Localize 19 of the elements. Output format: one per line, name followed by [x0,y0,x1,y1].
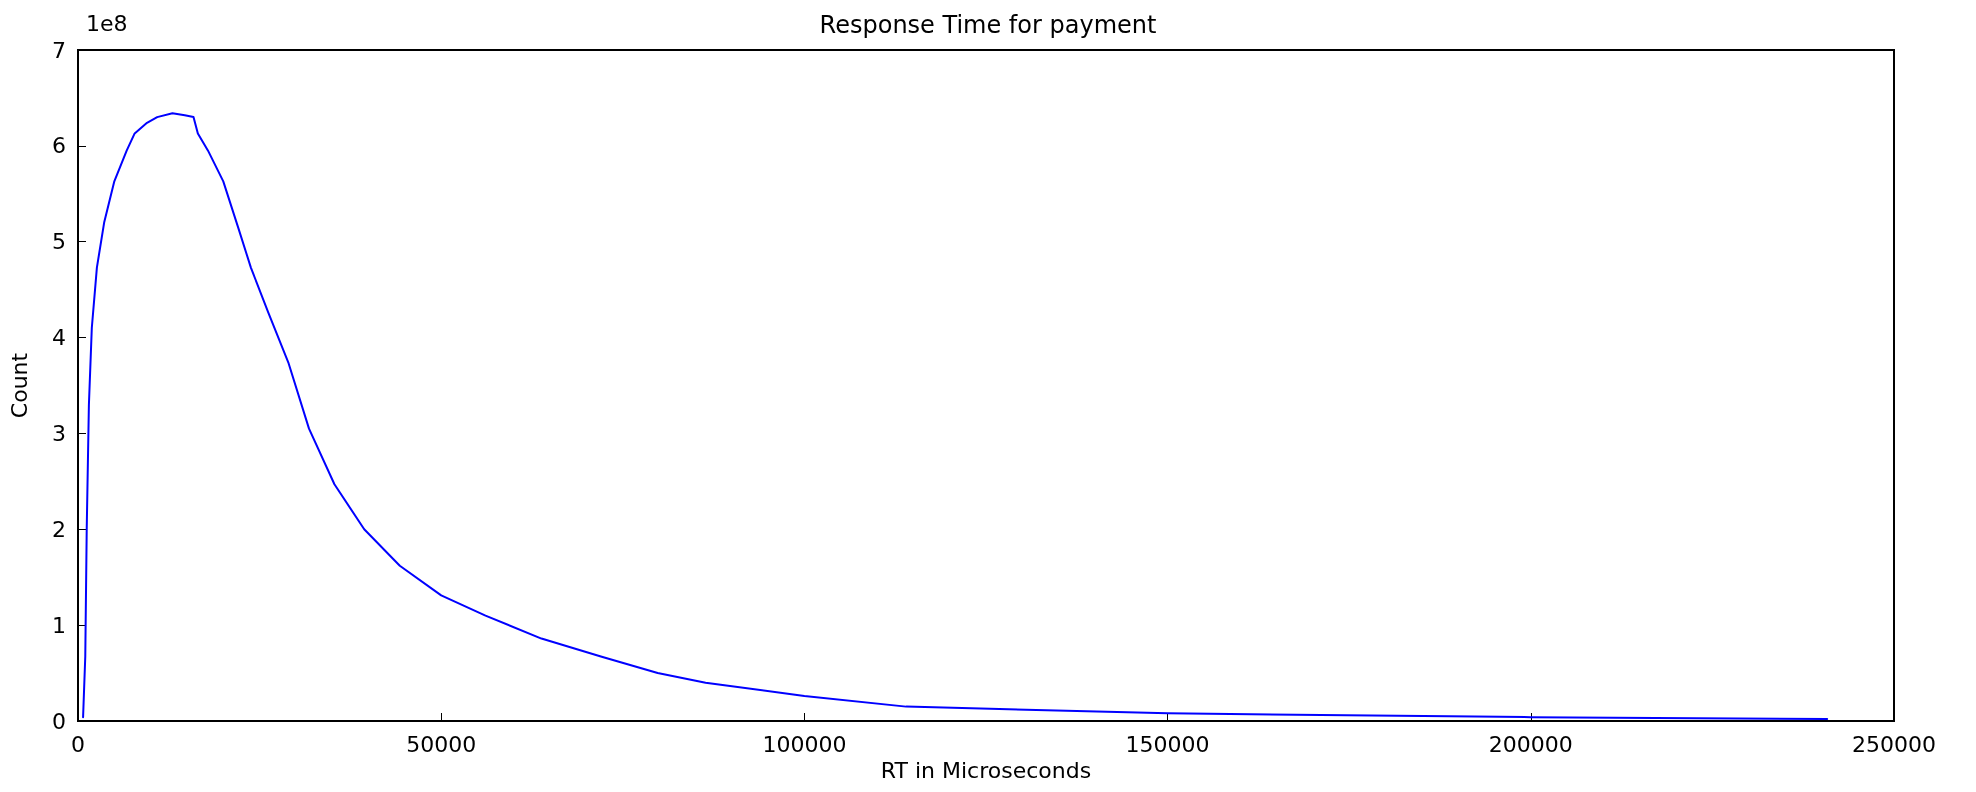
x-tick-label: 150000 [1125,731,1210,757]
y-tick-label: 5 [52,229,66,255]
chart-title: Response Time for payment [819,11,1157,39]
line-series [82,112,1829,721]
y-tick-label: 7 [52,37,66,63]
y-tick-label: 2 [52,516,66,542]
y-tick-label: 4 [52,325,66,351]
x-tick-label: 250000 [1852,731,1936,757]
y-tick-label: 6 [52,133,66,159]
y-tick-label: 3 [52,420,66,446]
x-tick-label: 200000 [1488,731,1573,757]
x-axis-title: RT in Microseconds [880,758,1092,784]
y-axis-title: Count [6,352,32,419]
x-tick-label: 0 [71,731,85,757]
x-tick-label: 50000 [406,731,477,757]
y-tick-label: 1 [52,612,66,638]
x-tick-label: 100000 [762,731,847,757]
text: 1e8 [86,10,128,36]
y-tick-label: 0 [52,708,66,734]
